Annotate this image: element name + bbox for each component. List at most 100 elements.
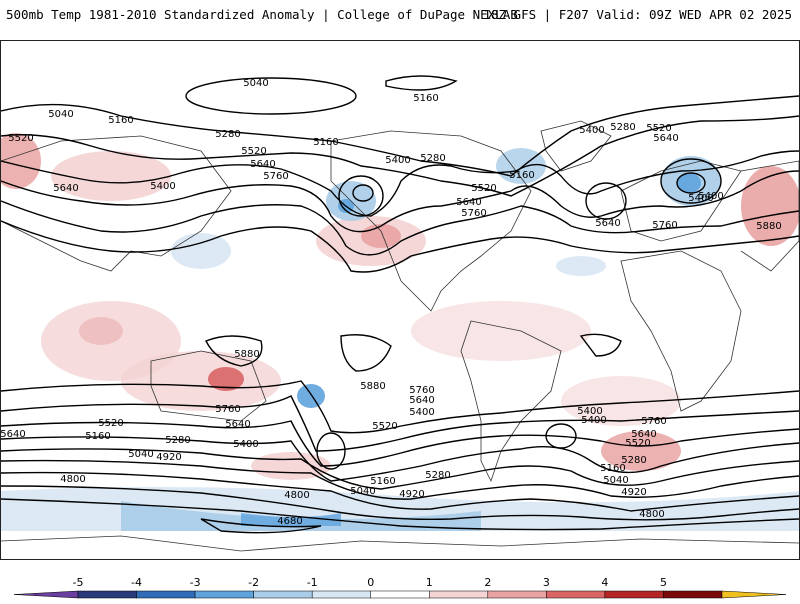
contour-label: 5160	[108, 115, 133, 126]
contour-label: 5160	[85, 431, 110, 442]
coastline-layer	[1, 120, 799, 552]
contour-label: 5280	[621, 455, 646, 466]
contour-labels-layer: 5040 5040 5160 5160 5520 5280 5160 5400 …	[1, 78, 782, 527]
colorbar-tick-label: 4	[601, 576, 609, 589]
colorbar	[0, 570, 800, 600]
contour-4800-south	[1, 498, 799, 531]
cold-anomaly	[677, 173, 701, 193]
warm-anomaly	[361, 224, 401, 248]
asia-coast-east	[740, 160, 799, 272]
contour-label: 4920	[399, 489, 424, 500]
closed-low-europe-inner	[676, 172, 706, 194]
contour-4920-south	[1, 485, 799, 521]
colorbar-tick-label: -1	[306, 576, 318, 589]
contour-label: 4920	[156, 452, 181, 463]
contour-5280-south	[1, 448, 799, 490]
contour-label: 5640	[409, 395, 434, 406]
contour-5280	[1, 115, 799, 197]
colorbar-arrow-low	[13, 590, 79, 599]
cold-anomaly	[297, 384, 325, 408]
contour-label: 5520	[372, 421, 397, 432]
colorbar-swatch	[604, 590, 664, 599]
contour-label: 5400	[233, 439, 258, 450]
cold-anomaly	[556, 256, 606, 276]
colorbar-swatch	[487, 590, 547, 599]
colorbar-swatch	[546, 590, 606, 599]
contour-label: 5520	[646, 123, 671, 134]
chart-title: 500mb Temp 1981-2010 Standardized Anomal…	[6, 7, 518, 22]
warm-anomaly	[601, 431, 681, 471]
contour-label: 5400	[698, 191, 723, 202]
contour-label: 5880	[756, 221, 781, 232]
contour-label: 5640	[631, 429, 656, 440]
map-panel: 5040 5040 5160 5160 5520 5280 5160 5400 …	[0, 40, 800, 560]
contour-5160-north	[1, 95, 799, 177]
contour-label: 5400	[409, 407, 434, 418]
colorbar-swatch	[311, 590, 371, 599]
closed-low-pacific-inner	[352, 184, 374, 202]
closed-low-south	[545, 423, 577, 449]
contour-label: 5280	[420, 153, 445, 164]
contour-label: 5040	[48, 109, 73, 120]
run-info: 18Z GFS | F207 Valid: 09Z WED APR 02 202…	[483, 7, 792, 22]
contour-5880	[205, 335, 263, 367]
contour-5400-south	[1, 436, 799, 482]
contour-label: 5280	[425, 470, 450, 481]
contour-label: 5040	[243, 78, 268, 89]
colorbar-tick-label: -5	[72, 576, 84, 589]
colorbar-swatch	[136, 590, 196, 599]
warm-anomaly	[251, 452, 331, 480]
contour-label: 5760	[652, 220, 677, 231]
south-america-coast	[460, 320, 562, 483]
contour-5640-south	[1, 395, 799, 452]
contour-5160-south	[1, 459, 799, 500]
cold-anomaly-belt	[241, 513, 341, 526]
colorbar-tick-label: 3	[542, 576, 550, 589]
closed-low-pacific	[338, 175, 384, 217]
contour-5520-south	[1, 420, 799, 467]
contour-label: 5880	[234, 349, 259, 360]
closed-low-europe	[660, 158, 722, 204]
contour-label: 5640	[250, 159, 275, 170]
colorbar-arrow-high	[721, 590, 787, 599]
colorbar-swatch	[429, 590, 489, 599]
contour-5160	[385, 75, 458, 91]
contour-label: 5400	[579, 125, 604, 136]
contour-5040-south	[1, 471, 799, 512]
australia-coast	[150, 350, 267, 422]
contour-label: 5160	[313, 137, 338, 148]
contour-label: 5520	[471, 183, 496, 194]
north-america-coast	[330, 130, 532, 312]
header: 500mb Temp 1981-2010 Standardized Anomal…	[0, 0, 800, 30]
contour-label: 5760	[263, 171, 288, 182]
contour-label: 5520	[241, 146, 266, 157]
warm-anomaly	[411, 301, 591, 361]
contour-label: 5640	[225, 419, 250, 430]
contour-label: 5760	[461, 208, 486, 219]
colorbar-swatch	[663, 590, 723, 599]
contour-label: 5040	[350, 486, 375, 497]
asia-coast	[1, 135, 232, 272]
colorbar-swatch	[77, 590, 137, 599]
contour-label: 4680	[277, 516, 302, 527]
contour-5760	[1, 220, 799, 273]
contour-5400	[1, 150, 799, 217]
contour-label: 5400	[577, 406, 602, 417]
colorbar-swatch	[370, 590, 430, 599]
contour-label: 4800	[60, 474, 85, 485]
contour-label: 5520	[8, 133, 33, 144]
colorbar-tick-label: 2	[484, 576, 492, 589]
contour-5760-south	[1, 380, 799, 434]
contour-label: 5640	[456, 197, 481, 208]
contour-label: 5520	[625, 438, 650, 449]
closed-low-atlantic	[585, 182, 627, 220]
cold-anomaly	[171, 233, 231, 269]
europe-coast	[620, 160, 742, 242]
anomaly-map: 5040 5040 5160 5160 5520 5280 5160 5400 …	[1, 75, 799, 552]
colorbar-tick-label: 5	[659, 576, 667, 589]
contour-label: 5040	[128, 449, 153, 460]
contour-5640	[1, 200, 799, 256]
africa-coast	[620, 250, 742, 412]
warm-anomaly	[1, 133, 41, 189]
warm-anomaly	[121, 351, 281, 411]
